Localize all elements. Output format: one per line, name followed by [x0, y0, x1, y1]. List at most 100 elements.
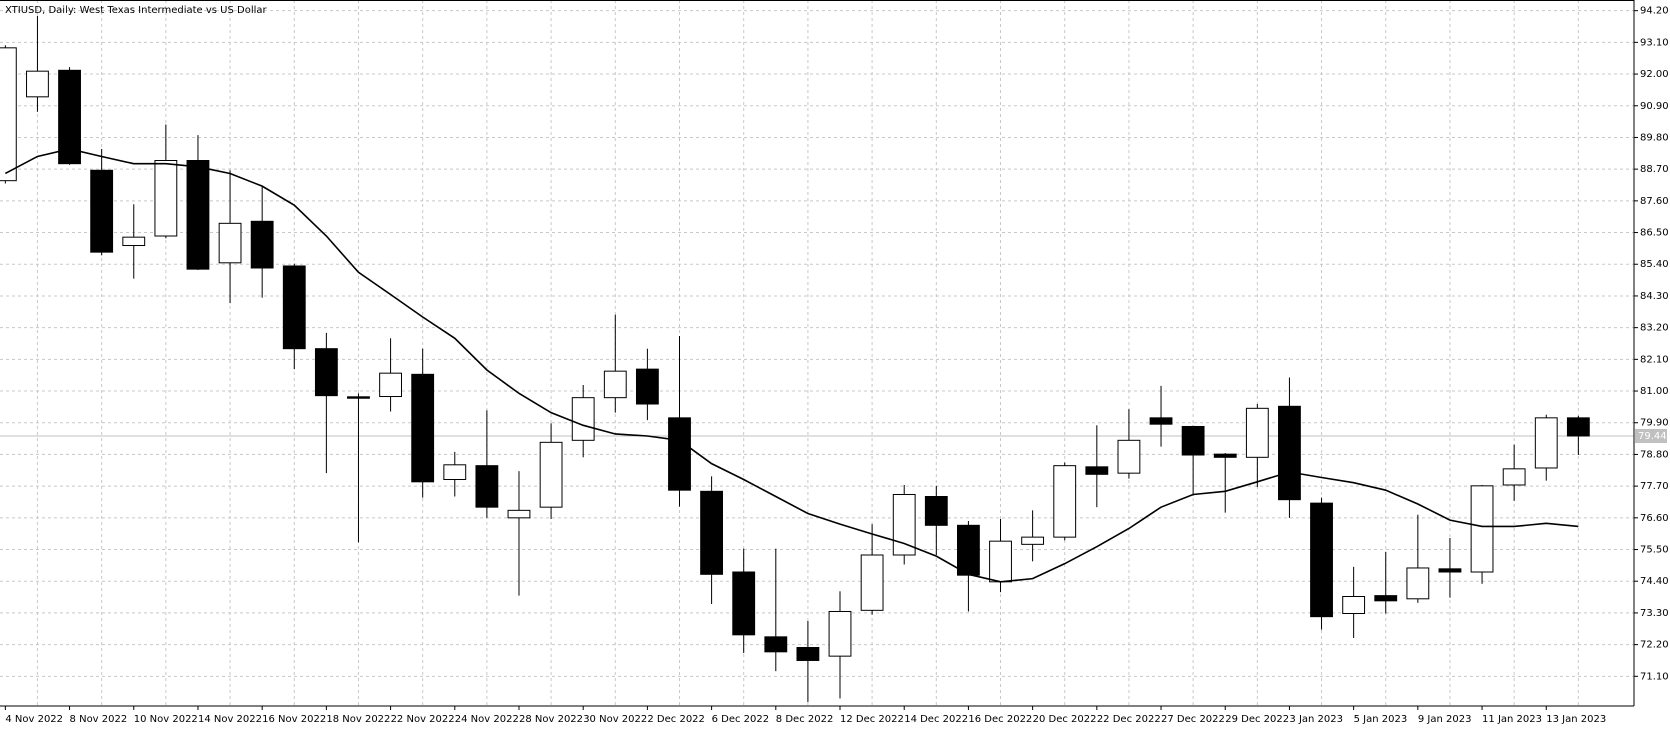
- candle-body: [26, 70, 49, 98]
- grid: [0, 0, 1634, 706]
- moving-average-line: [4, 148, 1579, 583]
- x-tick-label: 4 Nov 2022: [5, 714, 63, 725]
- candle-body: [989, 540, 1012, 583]
- y-tick-label: 93.10: [1640, 37, 1669, 48]
- candle-body: [892, 493, 916, 556]
- candle-body: [1181, 425, 1205, 456]
- candle-body: [796, 647, 820, 661]
- candle-body: [1053, 465, 1077, 538]
- candle-body: [186, 160, 210, 270]
- x-tick-label: 29 Dec 2022: [1225, 714, 1289, 725]
- candle-body: [1085, 466, 1109, 475]
- candle-body: [635, 368, 659, 405]
- candle-body: [1406, 567, 1430, 600]
- candle-body: [411, 373, 435, 483]
- y-tick-label: 89.80: [1640, 132, 1669, 143]
- y-tick-label: 79.90: [1640, 418, 1669, 429]
- x-tick-label: 8 Dec 2022: [776, 714, 834, 725]
- last-price-box: [1635, 428, 1667, 443]
- candle-body: [282, 265, 306, 350]
- candle-body: [732, 571, 756, 636]
- x-tick-label: 10 Nov 2022: [134, 714, 198, 725]
- x-tick-label: 3 Jan 2023: [1289, 714, 1343, 725]
- x-tick-label: 20 Dec 2022: [1033, 714, 1097, 725]
- candle-body: [828, 610, 852, 657]
- y-tick-label: 84.30: [1640, 291, 1669, 302]
- y-tick-label: 72.20: [1640, 640, 1669, 651]
- candle-body: [700, 490, 724, 575]
- x-tick-label: 14 Dec 2022: [904, 714, 968, 725]
- candle-body: [90, 169, 114, 253]
- y-tick-label: 86.50: [1640, 228, 1669, 239]
- y-tick-label: 77.70: [1640, 481, 1669, 492]
- candle-body: [571, 397, 595, 441]
- y-tick-label: 75.50: [1640, 545, 1669, 556]
- candle-body: [218, 222, 242, 264]
- y-tick-label: 71.10: [1640, 671, 1669, 682]
- x-tick-label: 27 Dec 2022: [1161, 714, 1225, 725]
- x-tick-label: 8 Nov 2022: [70, 714, 128, 725]
- candle-body: [1310, 502, 1333, 618]
- y-tick-label: 85.40: [1640, 259, 1669, 270]
- candle-body: [860, 554, 884, 611]
- candle-body: [1117, 439, 1141, 474]
- y-tick-label: 73.30: [1640, 608, 1669, 619]
- y-tick-label: 78.80: [1640, 449, 1669, 460]
- candle-body: [443, 464, 467, 481]
- candle-body: [957, 524, 980, 576]
- x-tick-label: 16 Nov 2022: [262, 714, 326, 725]
- x-tick-label: 30 Nov 2022: [583, 714, 647, 725]
- y-tick-label: 83.20: [1640, 323, 1669, 334]
- x-tick-label: 5 Jan 2023: [1354, 714, 1408, 725]
- x-tick-label: 11 Jan 2023: [1482, 714, 1542, 725]
- y-tick-label: 92.00: [1640, 69, 1669, 80]
- x-tick-label: 18 Nov 2022: [326, 714, 390, 725]
- x-tick-label: 22 Dec 2022: [1097, 714, 1161, 725]
- candle-body: [603, 370, 627, 399]
- candle-body: [1149, 417, 1173, 425]
- x-tick-label: 9 Jan 2023: [1418, 714, 1472, 725]
- candle-body: [924, 496, 948, 526]
- candle-body: [1213, 453, 1237, 458]
- marks: [0, 15, 1590, 702]
- candle-body: [154, 160, 178, 237]
- candle-body: [539, 441, 563, 508]
- x-tick-label: 28 Nov 2022: [519, 714, 583, 725]
- candle-body: [1278, 405, 1301, 501]
- x-tick-label: 13 Jan 2023: [1546, 714, 1606, 725]
- candle-body: [1502, 468, 1526, 486]
- candle-body: [1245, 407, 1269, 458]
- y-tick-label: 88.70: [1640, 164, 1669, 175]
- y-tick-label: 90.90: [1640, 101, 1669, 112]
- candle-body: [475, 465, 499, 508]
- candle-body: [668, 417, 691, 491]
- last-price-label: 79.44: [1638, 431, 1667, 442]
- candle-body: [1374, 595, 1398, 602]
- x-tick-label: 2 Dec 2022: [647, 714, 705, 725]
- chart-title: XTIUSD, Daily: West Texas Intermediate v…: [5, 5, 268, 16]
- y-tick-label: 87.60: [1640, 196, 1669, 207]
- y-tick-label: 94.20: [1640, 6, 1669, 17]
- candle-body: [379, 372, 402, 398]
- candle-body: [1470, 485, 1494, 573]
- candle-body: [1342, 595, 1366, 614]
- candle-body: [1534, 417, 1558, 469]
- y-tick-label: 74.40: [1640, 576, 1669, 587]
- x-tick-label: 16 Dec 2022: [968, 714, 1032, 725]
- candle-body: [1021, 536, 1045, 545]
- candle-body: [764, 636, 788, 653]
- x-tick-label: 6 Dec 2022: [712, 714, 770, 725]
- candle-body: [1566, 417, 1590, 437]
- candle-body: [507, 509, 531, 519]
- candle-body: [314, 348, 338, 397]
- candle-body: [58, 69, 81, 165]
- candle-body: [1438, 568, 1462, 573]
- x-tick-label: 22 Nov 2022: [391, 714, 455, 725]
- candle-body: [347, 396, 370, 399]
- y-tick-label: 82.10: [1640, 354, 1669, 365]
- y-tick-label: 76.60: [1640, 513, 1669, 524]
- candle-body: [122, 236, 146, 247]
